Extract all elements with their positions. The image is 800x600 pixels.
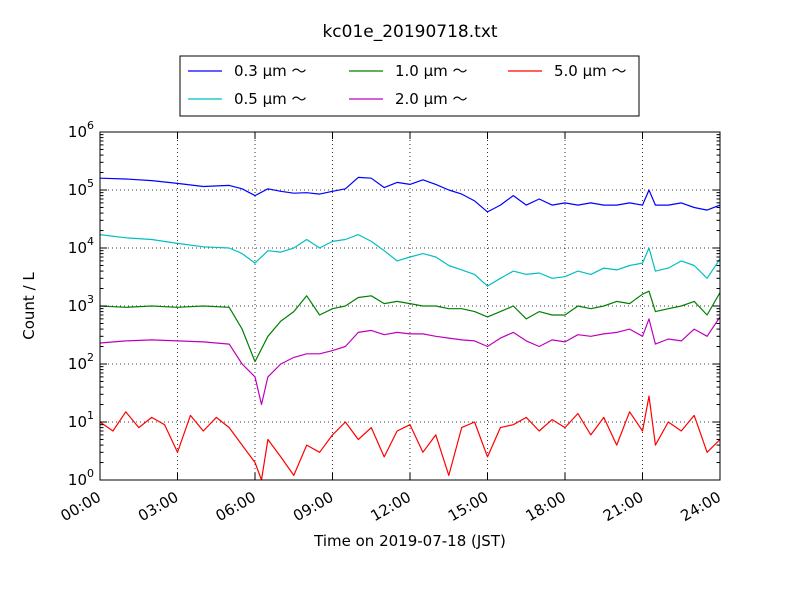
legend: 0.3 μm ～ 0.5 μm ～ 1.0 μm ～ 2.0 μm ～ 5.0 μm ～ — [179, 55, 640, 117]
series-line-0 — [100, 176, 720, 213]
legend-label: 0.5 μm ～ — [234, 90, 307, 108]
x-tick-label: 18:00 — [523, 488, 569, 525]
legend-label: 1.0 μm ～ — [395, 62, 468, 80]
series-line-3 — [100, 316, 720, 406]
series-line-1 — [100, 234, 720, 287]
series-line-4 — [100, 395, 720, 480]
x-tick-label: 12:00 — [368, 488, 414, 525]
legend-label: 0.3 μm ～ — [234, 62, 307, 80]
legend-label: 2.0 μm ～ — [395, 90, 468, 108]
x-tick-label: 03:00 — [135, 488, 181, 525]
x-tick-label: 00:00 — [58, 488, 104, 525]
series-layer — [100, 176, 720, 480]
y-tick-label: 101 — [68, 409, 94, 431]
x-tick-label: 06:00 — [213, 488, 259, 525]
x-tick-label: 24:00 — [678, 488, 724, 525]
y-tick-label: 100 — [68, 467, 94, 489]
x-tick-label: 15:00 — [445, 488, 491, 525]
legend-label: 5.0 μm ～ — [554, 62, 627, 80]
x-tick-labels: 00:00 03:00 06:00 09:00 12:00 15:00 18:00 21:00… — [58, 488, 724, 525]
legend-box — [179, 55, 640, 117]
x-axis-title: Time on 2019-07-18 (JST) — [313, 532, 506, 550]
y-tick-label: 105 — [68, 177, 94, 199]
y-tick-label: 103 — [68, 293, 94, 315]
series-line-2 — [100, 290, 720, 363]
y-tick-label: 106 — [68, 119, 94, 141]
x-tick-label: 21:00 — [600, 488, 646, 525]
y-tick-labels: 100 101 102 103 104 105 106 — [68, 119, 94, 489]
x-tick-label: 09:00 — [290, 488, 336, 525]
axis-ticks — [99, 131, 721, 481]
y-tick-label: 104 — [68, 235, 94, 257]
grid — [100, 132, 720, 480]
chart-title: kc01e_20190718.txt — [322, 22, 497, 42]
y-axis-title: Count / L — [20, 272, 38, 340]
y-tick-label: 102 — [68, 351, 94, 373]
